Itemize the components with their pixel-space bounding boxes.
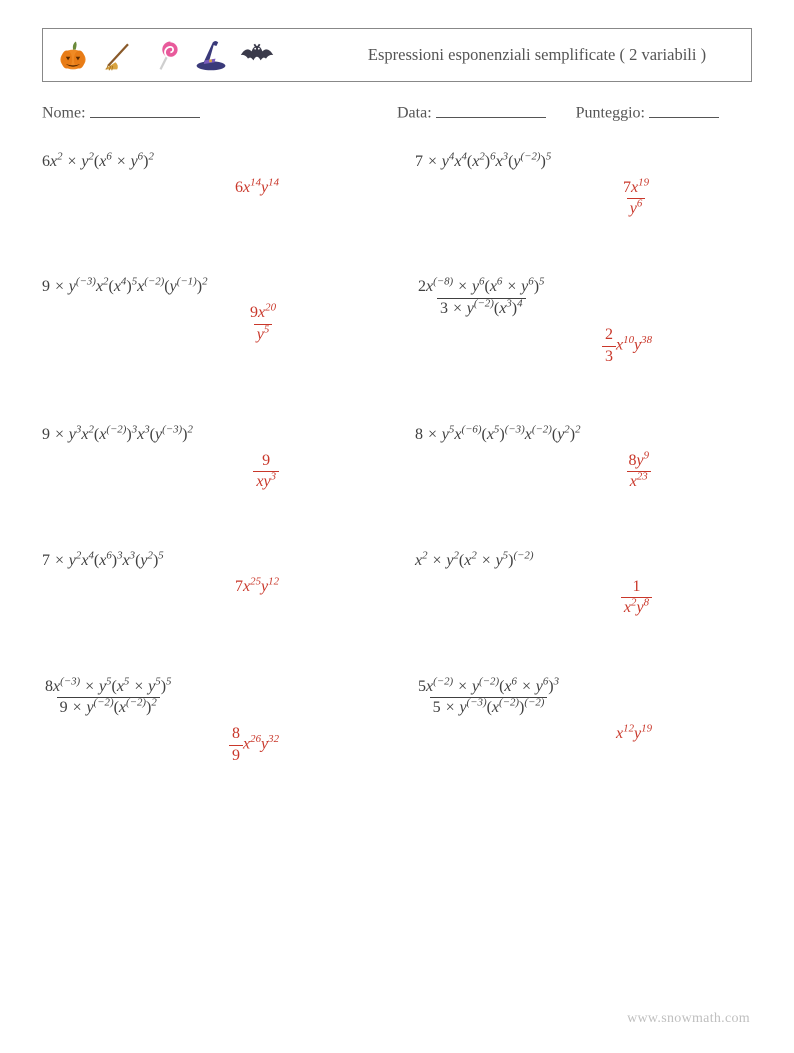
pumpkin-icon (55, 37, 91, 73)
answer: x12y19 (616, 725, 752, 743)
bat-icon (239, 37, 275, 73)
name-label: Nome: (42, 105, 86, 122)
worksheet-title: Espressioni esponenziali semplificate ( … (323, 29, 751, 81)
problem: 6x2 × y2(x6 × y6)2 6x14y14 (42, 153, 379, 219)
header-icons (43, 29, 323, 81)
score-blank[interactable] (649, 100, 719, 118)
expression: 6x2 × y2(x6 × y6)2 (42, 153, 154, 171)
name-blank[interactable] (90, 100, 200, 118)
answer: 7x19y6 (620, 179, 752, 219)
answer: 1x2y8 (621, 578, 752, 618)
lollipop-icon (147, 37, 183, 73)
problem: 5x(−2) × y(−2)(x6 × y6)35 × y(−3)(x(−2))… (415, 678, 752, 766)
problem: 7 × y2x4(x6)3x3(y2)5 7x25y12 (42, 552, 379, 618)
answer: 8y9x23 (625, 452, 752, 492)
problem: 8 × y5x(−6)(x5)(−3)x(−2)(y2)2 8y9x23 (415, 426, 752, 492)
expression: 2x(−8) × y6(x6 × y6)53 × y(−2)(x3)4 (415, 278, 547, 318)
problem: 9 × y(−3)x2(x4)5x(−2)(y(−1))2 9x20y5 (42, 278, 379, 366)
answer: 6x14y14 (235, 179, 379, 197)
answer: 89x26y32 (229, 725, 379, 765)
expression: 8 × y5x(−6)(x5)(−3)x(−2)(y2)2 (415, 426, 581, 444)
expression: 8x(−3) × y5(x5 × y5)59 × y(−2)(x(−2))2 (42, 678, 174, 718)
problem: 9 × y3x2(x(−2))3x3(y(−3))2 9xy3 (42, 426, 379, 492)
problem: 2x(−8) × y6(x6 × y6)53 × y(−2)(x3)4 23x10… (415, 278, 752, 366)
answer: 9xy3 (253, 452, 379, 492)
problem: x2 × y2(x2 × y5)(−2) 1x2y8 (415, 552, 752, 618)
expression: 5x(−2) × y(−2)(x6 × y6)35 × y(−3)(x(−2))… (415, 678, 562, 718)
meta-row: Nome: Data: Punteggio: (42, 100, 752, 123)
expression: 9 × y(−3)x2(x4)5x(−2)(y(−1))2 (42, 278, 208, 296)
problem: 8x(−3) × y5(x5 × y5)59 × y(−2)(x(−2))2 89… (42, 678, 379, 766)
expression: 7 × y4x4(x2)6x3(y(−2))5 (415, 153, 551, 171)
date-label: Data: (397, 105, 432, 122)
expression: x2 × y2(x2 × y5)(−2) (415, 552, 533, 570)
date-blank[interactable] (436, 100, 546, 118)
problems-grid: 6x2 × y2(x6 × y6)2 6x14y14 7 × y4x4(x2)6x3… (42, 147, 752, 765)
score-label: Punteggio: (576, 105, 645, 122)
footer-link: www.snowmath.com (627, 1011, 750, 1027)
expression: 9 × y3x2(x(−2))3x3(y(−3))2 (42, 426, 193, 444)
answer: 23x10y38 (602, 326, 752, 366)
witch-hat-icon (193, 37, 229, 73)
expression: 7 × y2x4(x6)3x3(y2)5 (42, 552, 164, 570)
header-box: Espressioni esponenziali semplificate ( … (42, 28, 752, 82)
broom-icon (101, 37, 137, 73)
answer: 7x25y12 (235, 578, 379, 596)
problem: 7 × y4x4(x2)6x3(y(−2))5 7x19y6 (415, 153, 752, 219)
answer: 9x20y5 (247, 304, 379, 344)
